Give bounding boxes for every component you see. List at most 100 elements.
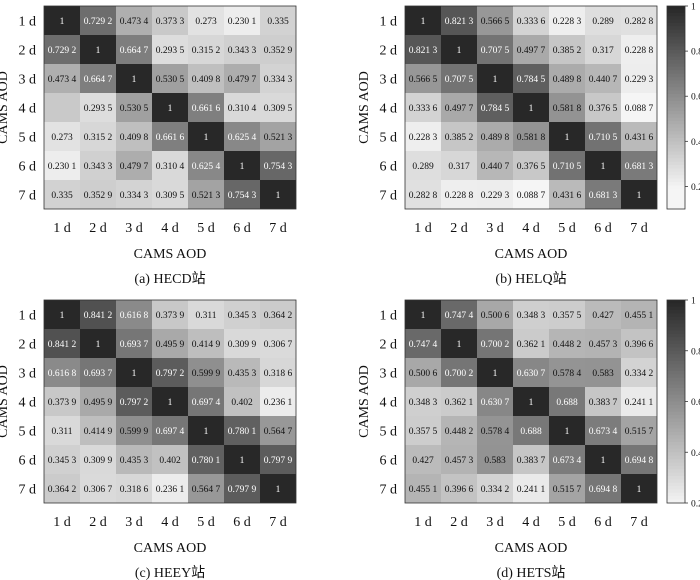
cell-value-label: 0.088 7 xyxy=(517,191,546,201)
plot-frame xyxy=(404,5,658,210)
colorbar-segment xyxy=(667,435,685,440)
y-tick-label: 3 d xyxy=(380,73,398,88)
colorbar-segment xyxy=(667,391,685,396)
heatmap-cell xyxy=(477,387,513,416)
colorbar-segment xyxy=(667,489,685,494)
cell-value-label: 1 xyxy=(529,398,534,408)
cell-value-label: 0.230 1 xyxy=(228,17,257,27)
heatmap-cell xyxy=(152,151,188,180)
x-tick-label: 4 d xyxy=(161,515,179,530)
cell-value-label: 0.616 8 xyxy=(48,369,77,379)
heatmap-cell xyxy=(260,300,296,329)
cell-value-label: 0.345 3 xyxy=(48,456,77,466)
heatmap-cell xyxy=(513,416,549,445)
cell-value-label: 0.729 2 xyxy=(84,17,113,27)
cell-value-label: 0.707 5 xyxy=(445,75,474,85)
heatmap-cell xyxy=(116,300,152,329)
colorbar-segment xyxy=(667,404,685,409)
heatmap-cell xyxy=(260,6,296,35)
colorbar: 1 0.8 0.6 0.4 0.2 xyxy=(666,3,700,210)
heatmap-cell xyxy=(260,122,296,151)
x-axis-label: CAMS AOD xyxy=(495,541,568,556)
y-tick-label: 5 d xyxy=(19,425,37,440)
colorbar-segment xyxy=(667,445,685,450)
colorbar-segment xyxy=(667,158,685,163)
cell-value-label: 0.228 8 xyxy=(625,46,654,56)
heatmap-cell xyxy=(441,474,477,503)
heatmap-cell xyxy=(80,64,116,93)
cell-value-label: 1 xyxy=(637,191,642,201)
cell-value-label: 0.352 9 xyxy=(264,46,293,56)
cell-value-label: 0.230 1 xyxy=(48,162,77,172)
heatmap-cell xyxy=(477,35,513,64)
cell-value-label: 1 xyxy=(96,340,101,350)
colorbar-segment xyxy=(667,151,685,156)
colorbar-segment xyxy=(667,360,685,365)
y-tick-label: 1 d xyxy=(19,15,37,30)
heatmap-cell xyxy=(621,180,657,209)
colorbar-segment xyxy=(667,469,685,474)
cell-value-label: 0.489 8 xyxy=(553,75,582,85)
cell-value-label: 1 xyxy=(276,485,281,495)
cell-value-label: 0.797 9 xyxy=(264,456,293,466)
colorbar-segment xyxy=(667,73,685,78)
cell-value-label: 0.581 8 xyxy=(517,133,546,143)
cell-value-label: 0.310 4 xyxy=(156,162,185,172)
y-tick-label: 2 d xyxy=(19,44,37,59)
cell-value-label: 0.309 5 xyxy=(264,104,293,114)
heatmap-cell xyxy=(621,93,657,122)
x-tick-label: 5 d xyxy=(197,221,215,236)
heatmap-cell xyxy=(585,93,621,122)
colorbar-segment xyxy=(667,411,685,416)
cell-value-label: 0.625 4 xyxy=(192,162,221,172)
x-tick-label: 1 d xyxy=(53,221,71,236)
x-tick-label: 3 d xyxy=(125,221,143,236)
x-tick-label: 7 d xyxy=(630,515,648,530)
colorbar-segment xyxy=(667,354,685,359)
cell-value-label: 1 xyxy=(60,17,65,27)
cell-value-label: 0.273 xyxy=(51,133,73,143)
heatmap-cell xyxy=(585,151,621,180)
x-tick-label: 1 d xyxy=(53,515,71,530)
cell-value-label: 0.427 xyxy=(592,311,614,321)
heatmap-cell xyxy=(513,35,549,64)
heatmap-cell xyxy=(116,358,152,387)
colorbar-segment xyxy=(667,377,685,382)
heatmap-cell xyxy=(405,445,441,474)
y-tick-label: 6 d xyxy=(19,160,37,175)
cell-value-label: 0.427 xyxy=(412,456,434,466)
heatmap-cell xyxy=(152,93,188,122)
cell-value-label: 0.625 4 xyxy=(228,133,257,143)
colorbar-segment xyxy=(667,306,685,311)
x-tick-label: 1 d xyxy=(414,515,432,530)
heatmap-cell xyxy=(44,151,80,180)
cell-value-label: 0.306 7 xyxy=(264,340,293,350)
cell-value-label: 0.797 2 xyxy=(156,369,185,379)
colorbar-segment xyxy=(667,39,685,44)
heatmap-cell xyxy=(224,93,260,122)
colorbar-segment xyxy=(667,90,685,95)
heatmap-cell xyxy=(116,64,152,93)
cell-value-label: 0.661 6 xyxy=(192,104,221,114)
heatmap-cell xyxy=(188,151,224,180)
colorbar-segment xyxy=(667,171,685,176)
colorbar-tick-label: 1 xyxy=(691,297,696,307)
heatmap-cell xyxy=(441,358,477,387)
cell-value-label: 0.729 2 xyxy=(48,46,77,56)
heatmap-cell xyxy=(549,93,585,122)
cell-value-label: 0.289 xyxy=(412,162,434,172)
heatmap-cell xyxy=(80,300,116,329)
heatmap-cell xyxy=(260,151,296,180)
y-tick-label: 6 d xyxy=(19,454,37,469)
colorbar-segment xyxy=(667,188,685,193)
colorbar-segment xyxy=(667,367,685,372)
colorbar-segment xyxy=(667,313,685,318)
cell-value-label: 0.521 3 xyxy=(192,191,221,201)
x-tick-label: 2 d xyxy=(450,221,468,236)
cell-value-label: 0.364 2 xyxy=(264,311,293,321)
cell-value-label: 0.664 7 xyxy=(120,46,149,56)
heatmap-cell xyxy=(513,300,549,329)
cell-value-label: 0.710 5 xyxy=(589,133,618,143)
cell-value-label: 0.564 7 xyxy=(192,485,221,495)
